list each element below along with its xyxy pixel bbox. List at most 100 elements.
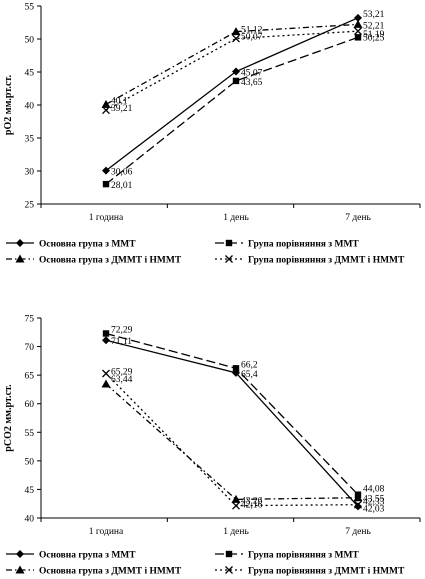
y-tick-label: 55 <box>25 3 35 13</box>
legend-label: Група порівняння з ДММТ і НММТ <box>248 255 405 266</box>
chart-2: 40 45 50 55 60 65 70 75 1 година 1 день 7 день pCO2… <box>3 315 421 577</box>
legend-marker <box>225 550 233 558</box>
legend-label: Основна група з ММТ <box>39 551 136 561</box>
y-tick-label: 55 <box>25 429 35 439</box>
legend-item: Група порівняння з ДММТ і НММТ <box>215 566 405 577</box>
legend-item: Група порівняння з ММТ <box>215 239 359 250</box>
x-tick-label: 1 година <box>89 213 124 223</box>
y-tick-label: 45 <box>25 486 35 496</box>
legend-marker <box>225 239 233 247</box>
legend-label: Група порівняння з ММТ <box>248 550 359 561</box>
series-2: 28,01 43,65 50,25 <box>102 33 385 191</box>
legend-label: Основна група з ДММТ і НММТ <box>39 566 182 577</box>
data-point <box>354 27 362 36</box>
data-label: 65,29 <box>111 367 133 377</box>
series-3: 63,44 43,26 43,55 <box>101 375 385 506</box>
data-point <box>232 34 240 43</box>
series-line <box>105 23 359 105</box>
data-label: 63,44 <box>111 375 133 385</box>
series-line <box>105 339 359 507</box>
legend-item: Основна група з ДММТ і НММТ <box>6 254 182 266</box>
legend-marker <box>15 565 25 574</box>
legend-item: Група порівняння з ДММТ і НММТ <box>215 255 405 266</box>
data-label: 66,2 <box>241 360 258 370</box>
data-point <box>353 493 363 502</box>
x-tick-label: 1 день <box>223 213 249 223</box>
legend-item: Група порівняння з ММТ <box>215 550 359 561</box>
data-label: 50,07 <box>241 33 263 43</box>
data-point <box>232 501 240 510</box>
series-1: 30,06 45,07 53,21 <box>102 10 385 178</box>
legend-label: Основна група з ДММТ і НММТ <box>39 255 182 266</box>
series-line <box>105 17 359 172</box>
data-point <box>232 77 240 85</box>
data-label: 28,01 <box>111 181 133 191</box>
data-label: 50,25 <box>363 33 385 43</box>
legend-marker <box>15 254 25 263</box>
y-axis-title: pCO2 мм.рт.ст. <box>3 384 14 452</box>
legend: Основна група з ММТ Група порівняння з ММ… <box>6 239 405 266</box>
data-label: 53,21 <box>363 10 385 20</box>
legend-label: Група порівняння з ДММТ і НММТ <box>248 566 405 577</box>
data-point <box>101 379 111 388</box>
data-point <box>232 365 240 372</box>
data-point <box>102 330 110 337</box>
data-label: 40,1 <box>111 96 128 106</box>
series-3: 40,1 51,12 52,21 <box>101 19 385 108</box>
data-point <box>231 494 241 503</box>
data-point <box>354 500 362 509</box>
y-tick-label: 50 <box>25 36 35 46</box>
y-tick-label: 40 <box>25 102 35 112</box>
data-label: 52,21 <box>363 21 385 31</box>
data-point <box>102 106 110 115</box>
legend-item: Основна група з ММТ <box>6 550 136 561</box>
data-point <box>102 369 110 378</box>
data-point <box>232 67 240 76</box>
data-label: 43,65 <box>241 78 263 88</box>
legend-label: Основна група з ММТ <box>39 240 136 250</box>
data-point <box>354 34 362 41</box>
series-line <box>105 332 359 496</box>
data-label: 44,08 <box>363 485 385 495</box>
y-tick-label: 60 <box>25 400 35 410</box>
data-label: 42,16 <box>241 501 263 511</box>
y-tick-label: 25 <box>25 201 35 211</box>
legend-label: Група порівняння з ММТ <box>248 239 359 250</box>
data-point <box>231 27 241 36</box>
data-label: 71,11 <box>111 337 132 347</box>
data-label: 39,21 <box>111 104 133 114</box>
data-label: 72,29 <box>111 325 133 335</box>
data-point <box>102 336 110 345</box>
data-label: 65,4 <box>241 370 258 380</box>
y-tick-label: 35 <box>25 135 35 145</box>
legend-marker <box>16 550 24 558</box>
series-line <box>105 36 359 185</box>
data-label: 45,07 <box>241 69 263 79</box>
data-label: 43,26 <box>241 496 263 506</box>
y-tick-label: 65 <box>25 372 35 382</box>
series-2: 72,29 66,2 44,08 <box>102 325 385 498</box>
y-tick-label: 50 <box>25 457 35 467</box>
chart-1: 25 30 35 40 45 50 55 1 година 1 день 7 день pO2 мм… <box>3 3 421 266</box>
series-line <box>105 373 359 507</box>
y-axis-title: pO2 мм.рт.ст. <box>3 74 14 135</box>
series-line <box>105 30 359 111</box>
data-label: 51,19 <box>363 30 385 40</box>
legend-marker <box>225 255 233 263</box>
series-4: 65,29 42,16 42,33 <box>102 367 385 511</box>
legend-marker <box>225 566 233 574</box>
data-label: 42,03 <box>363 504 385 514</box>
x-tick-label: 1 година <box>89 527 124 537</box>
data-point <box>101 99 111 108</box>
data-label: 42,33 <box>363 498 385 508</box>
data-point <box>354 13 362 22</box>
data-label: 51,12 <box>241 26 263 36</box>
data-label: 43,55 <box>363 495 385 505</box>
data-label: 30,06 <box>111 168 133 178</box>
x-tick-label: 1 день <box>223 527 249 537</box>
y-tick-label: 40 <box>25 515 35 525</box>
series-line <box>105 383 359 501</box>
legend-item: Основна група з ДММТ і НММТ <box>6 565 182 577</box>
legend-marker <box>16 239 24 247</box>
